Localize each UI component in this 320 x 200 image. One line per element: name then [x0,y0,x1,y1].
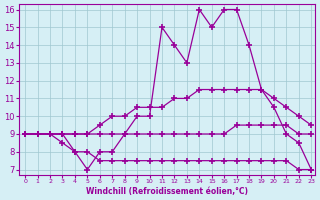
X-axis label: Windchill (Refroidissement éolien,°C): Windchill (Refroidissement éolien,°C) [86,187,248,196]
